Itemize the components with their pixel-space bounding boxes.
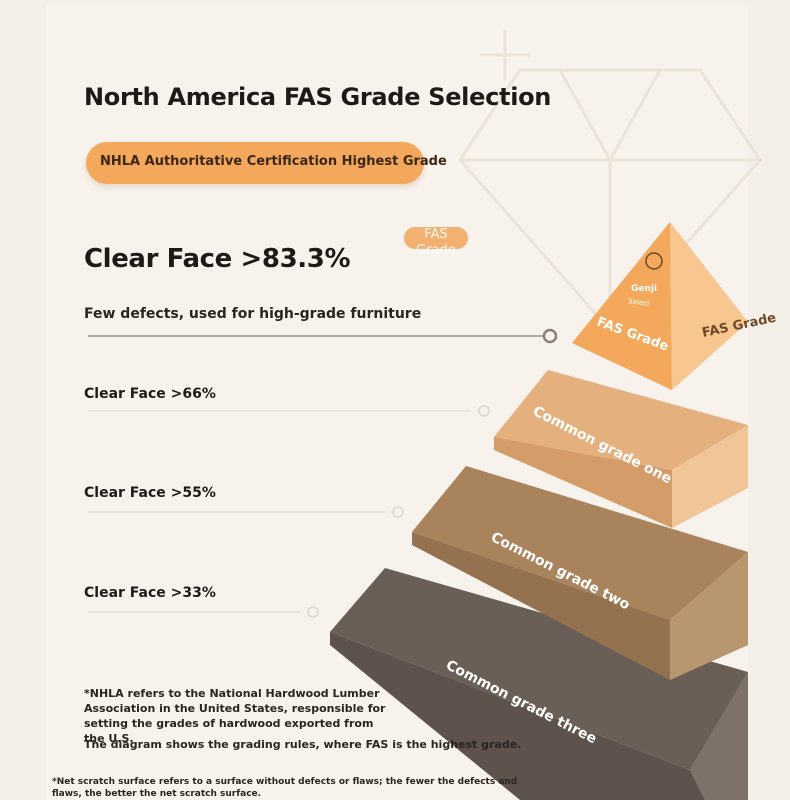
tier-common-grade-two-front (412, 532, 670, 680)
clear-face-fas: Clear Face >83.3% (84, 244, 351, 274)
marker-common-one-icon (478, 405, 490, 417)
logo-sub: Select (628, 297, 651, 308)
tier-common-grade-one-front (494, 437, 672, 528)
note-nhla: *NHLA refers to the National Hardwood Lu… (84, 687, 386, 745)
genji-logo: Genji Select (628, 252, 663, 308)
clear-face-common-one: Clear Face >66% (84, 386, 216, 402)
marker-common-three-icon (307, 606, 319, 618)
note-scratch: *Net scratch surface refers to a surface… (52, 777, 518, 799)
fas-tag-label: FAS Grade (416, 227, 456, 258)
tier-common-grade-three-front (330, 632, 705, 800)
tier-common-grade-one-top (494, 370, 748, 470)
tier-common-grade-three-side (690, 672, 748, 800)
tier-fas-side (670, 222, 748, 390)
note-diagram: The diagram shows the grading rules, whe… (84, 738, 522, 751)
seal-icon (645, 252, 663, 270)
certification-badge (86, 142, 424, 184)
fas-tag-badge (404, 227, 468, 249)
tier-common-grade-two-top (412, 466, 748, 620)
tier-common-grade-two-side (670, 552, 748, 680)
tier-common-grade-one-side (672, 425, 748, 528)
clear-face-fas-description: Few defects, used for high-grade furnitu… (84, 306, 422, 322)
page-title: North America FAS Grade Selection (84, 83, 552, 111)
logo-brand: Genji (631, 284, 657, 294)
clear-face-common-two: Clear Face >55% (84, 485, 216, 501)
marker-fas-icon (542, 328, 558, 344)
tier-common-grade-three-top (330, 568, 748, 770)
clear-face-common-three: Clear Face >33% (84, 585, 216, 601)
marker-common-two-icon (392, 506, 404, 518)
certification-label: NHLA Authoritative Certification Highest… (100, 154, 447, 169)
